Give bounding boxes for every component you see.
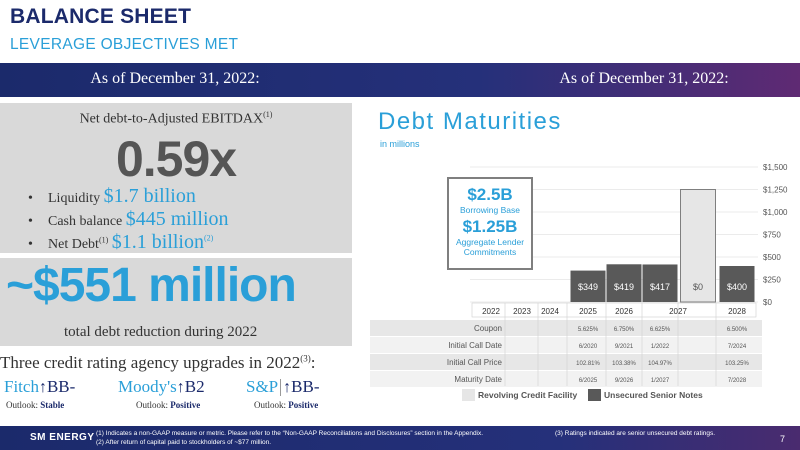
fitch-rating: Fitch↑BB-	[4, 377, 76, 396]
table-cell: 1/2022	[651, 344, 670, 350]
x-tick-label: 2028	[728, 307, 746, 316]
table-row-label: Initial Call Date	[448, 341, 502, 350]
y-tick-label: $1,000	[763, 208, 788, 217]
page-title: BALANCE SHEET	[10, 5, 192, 28]
up-arrow-icon: ↑	[176, 379, 185, 396]
x-tick-label: 2025	[579, 307, 597, 316]
x-tick-label: 2022	[482, 307, 500, 316]
table-cell: 6/2020	[579, 344, 598, 350]
y-tick-label: $0	[763, 298, 772, 307]
chart-subtitle: in millions	[380, 139, 420, 149]
table-cell: 6.500%	[727, 327, 748, 333]
table-cell: 6/2025	[579, 378, 598, 384]
table-cell: 6.750%	[614, 327, 635, 333]
table-cell: 102.81%	[576, 361, 600, 367]
bullet-liquidity: • Liquidity $1.7 billion	[28, 185, 196, 207]
table-cell: 7/2028	[728, 378, 747, 384]
debt-reduction-label: total debt reduction during 2022	[64, 324, 258, 340]
as-of-right: As of December 31, 2022:	[559, 70, 729, 87]
borrowing-base-label: Borrowing Base	[459, 205, 520, 215]
table-cell: 5.625%	[578, 327, 599, 333]
sp-outlook: Outlook: Positive	[254, 400, 319, 410]
commitments-value: $1.25B	[462, 217, 518, 236]
moodys-outlook: Outlook: Positive	[136, 400, 201, 410]
table-row	[370, 371, 762, 387]
up-arrow-icon: ↑	[38, 379, 47, 396]
x-tick-label: 2023	[513, 307, 531, 316]
table-cell: 9/2021	[615, 344, 634, 350]
y-tick-label: $250	[763, 276, 781, 285]
bullet-cash: • Cash balance $445 million	[28, 208, 229, 230]
debt-reduction-value: ~$551 million	[6, 259, 297, 312]
bar	[642, 264, 678, 302]
credit-title: Three credit rating agency upgrades in 2…	[0, 353, 316, 372]
company-logo: SM ENERGY	[30, 432, 95, 443]
metrics-panel	[0, 103, 352, 253]
net-debt-label: Net debt-to-Adjusted EBITDAX(1)	[79, 110, 273, 127]
borrowing-base-value: $2.5B	[467, 185, 513, 204]
y-tick-label: $1,250	[763, 186, 788, 195]
commitments-label-1: Aggregate Lender	[455, 237, 525, 247]
category-row	[471, 302, 757, 318]
bullet-net-debt: • Net Debt(1) $1.1 billion(2)	[28, 231, 214, 253]
table-row-label: Coupon	[474, 324, 502, 333]
bar-value-label: $400	[727, 282, 747, 292]
table-cell: 104.97%	[648, 361, 672, 367]
table-cell: 6.625%	[650, 327, 671, 333]
bar-value-label: $419	[614, 282, 634, 292]
table-row-label: Initial Call Price	[447, 358, 503, 367]
bar-value-label: $349	[578, 282, 598, 292]
table-row	[370, 354, 762, 370]
sp-rating: S&P ↑BB-	[246, 377, 320, 396]
y-tick-label: $500	[763, 253, 781, 262]
y-tick-label: $750	[763, 231, 781, 240]
footnote-1: (1) Indicates a non-GAAP measure or metr…	[96, 430, 484, 437]
bar	[606, 264, 642, 302]
table-row	[370, 337, 762, 353]
table-cell: 9/2026	[615, 378, 634, 384]
borrowing-base-callout: $2.5B Borrowing Base $1.25B Aggregate Le…	[447, 177, 533, 270]
y-tick-label: $1,500	[763, 163, 788, 172]
debt-reduction-panel	[0, 258, 352, 346]
footnote-3: (3) Ratings indicated are senior unsecur…	[555, 430, 716, 437]
bar	[719, 266, 755, 302]
footer-band	[0, 426, 800, 450]
footnote-2: (2) After return of capital paid to stoc…	[96, 439, 272, 446]
bar	[570, 270, 606, 302]
legend-swatch-notes	[588, 389, 601, 401]
commitments-label-2: Commitments	[463, 247, 517, 257]
legend-revolver: Revolving Credit Facility	[478, 390, 578, 400]
table-row	[370, 320, 762, 336]
legend-notes: Unsecured Senior Notes	[604, 390, 703, 400]
page-number: 7	[780, 434, 786, 444]
bar-value-label: $417	[650, 282, 670, 292]
table-cell: 103.38%	[612, 361, 636, 367]
moodys-rating: Moody's↑B2	[118, 377, 205, 396]
legend-swatch-revolver	[462, 389, 475, 401]
as-of-left: As of December 31, 2022:	[90, 70, 260, 87]
page-subtitle: LEVERAGE OBJECTIVES MET	[10, 36, 239, 53]
bar-value-label: $0	[693, 282, 703, 292]
up-arrow-icon: ↑	[280, 379, 292, 396]
chart-title: Debt Maturities	[378, 108, 562, 135]
table-cell: 103.25%	[725, 361, 749, 367]
header-band	[0, 63, 800, 97]
table-cell: 7/2024	[728, 344, 747, 350]
table-cell: 1/2027	[651, 378, 670, 384]
x-tick-label: 2024	[541, 307, 559, 316]
x-tick-label: 2026	[615, 307, 633, 316]
bar	[680, 189, 716, 303]
fitch-outlook: Outlook: Stable	[6, 400, 65, 410]
table-row-label: Maturity Date	[454, 375, 502, 384]
net-debt-value: 0.59x	[115, 131, 237, 187]
